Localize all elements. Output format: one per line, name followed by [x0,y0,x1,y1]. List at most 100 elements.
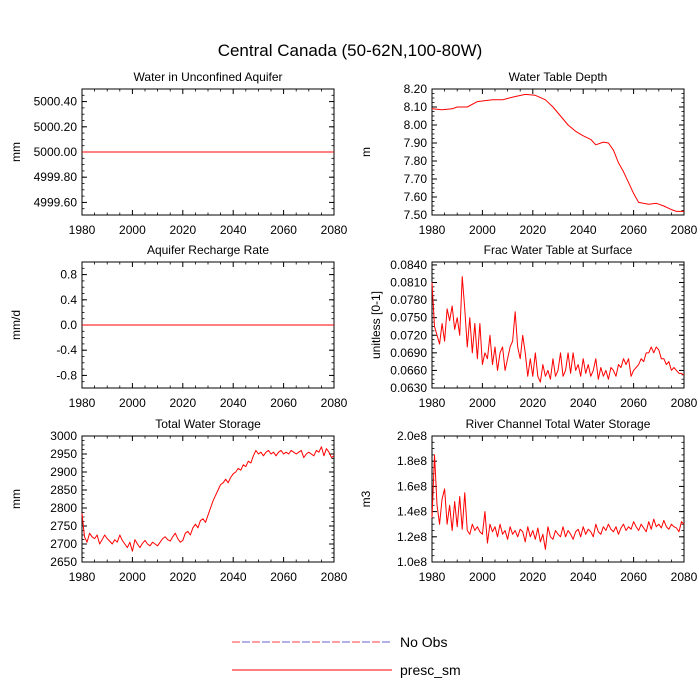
x-tick-label: 1980 [69,396,96,410]
y-tick-label: 7.50 [404,208,428,222]
chart-panel-1: Water in Unconfined Aquifer 1980 2000 2020 2… [9,70,348,237]
y-tick-label: 1.6e8 [397,479,427,493]
y-tick-label: 7.90 [404,136,428,150]
chart-panel-5: Total Water Storage 1980 2000 2020 2040 2060 2… [9,417,348,584]
x-tick-label: 2020 [169,396,196,410]
x-tick-label: 2020 [169,223,196,237]
x-tick-label: 2040 [570,396,597,410]
y-tick-label: 1.0e8 [397,555,427,569]
y-tick-label: 0.0810 [390,276,427,290]
y-tick-label: 4999.60 [34,195,78,209]
x-tick-label: 1980 [69,223,96,237]
figure-title: Central Canada (50-62N,100-80W) [218,41,483,60]
y-tick-label: 8.20 [404,82,428,96]
y-tick-label: 1.2e8 [397,530,427,544]
y-axis-label: m [359,147,373,157]
y-axis-label: unitless [0-1] [369,291,383,359]
y-tick-label: 8.10 [404,100,428,114]
x-tick-label: 2080 [321,396,348,410]
y-tick-label: 5000.40 [34,95,78,109]
x-tick-label: 2060 [620,570,647,584]
y-axis-label: mm [9,142,23,162]
y-tick-label: -0.8 [56,368,77,382]
chart-title: Water in Unconfined Aquifer [134,70,283,84]
y-tick-label: 0.0690 [390,346,427,360]
x-tick-label: 2000 [469,570,496,584]
y-tick-label: 7.60 [404,190,428,204]
y-tick-label: 5000.20 [34,120,78,134]
chart-panel-4: Frac Water Table at Surface 1980 2000 2020 2… [369,243,698,410]
y-tick-label: 0.0 [60,318,77,332]
y-tick-label: 4999.80 [34,170,78,184]
x-tick-label: 2040 [220,223,247,237]
y-tick-label: 2950 [50,447,77,461]
series-line-presc-sm [81,446,335,552]
y-tick-label: -0.4 [56,343,77,357]
x-tick-label: 2080 [321,223,348,237]
x-tick-label: 2020 [519,570,546,584]
legend-label-presc-sm: presc_sm [400,662,461,678]
x-tick-label: 2060 [270,570,297,584]
x-tick-label: 2060 [620,396,647,410]
x-tick-label: 2000 [119,223,146,237]
x-tick-label: 2040 [570,570,597,584]
y-tick-label: 2.0e8 [397,429,427,443]
x-tick-label: 2060 [620,223,647,237]
y-tick-label: 7.70 [404,172,428,186]
chart-panel-6: River Channel Total Water Storage 1980 200… [359,417,698,584]
y-tick-label: 8.00 [404,118,428,132]
series-line-presc-sm [431,276,685,383]
y-tick-label: 3000 [50,429,77,443]
chart-title: Frac Water Table at Surface [484,243,633,257]
y-tick-label: 0.0840 [390,258,427,272]
y-tick-label: 0.0630 [390,381,427,395]
series-line-presc-sm [431,454,685,550]
x-tick-label: 2020 [519,223,546,237]
legend: No Obs presc_sm [232,634,461,678]
y-tick-label: 2900 [50,465,77,479]
chart-title: Total Water Storage [155,417,261,431]
x-tick-label: 2080 [671,223,698,237]
x-tick-label: 2000 [469,223,496,237]
chart-title: River Channel Total Water Storage [466,417,651,431]
y-tick-label: 2650 [50,555,77,569]
x-tick-label: 2040 [220,396,247,410]
y-tick-label: 1.4e8 [397,505,427,519]
y-tick-label: 0.0720 [390,328,427,342]
x-tick-label: 1980 [419,396,446,410]
y-tick-label: 0.0780 [390,293,427,307]
series-line-presc-sm [431,93,684,212]
legend-label-no-obs: No Obs [400,634,447,650]
chart-panel-3: Aquifer Recharge Rate 1980 2000 2020 2040 206… [9,243,348,410]
x-tick-label: 1980 [69,570,96,584]
x-tick-label: 2060 [270,396,297,410]
y-tick-label: 0.8 [60,268,77,282]
x-tick-label: 2000 [119,396,146,410]
x-tick-label: 2020 [169,570,196,584]
x-tick-label: 2040 [220,570,247,584]
x-tick-label: 2060 [270,223,297,237]
y-tick-label: 0.4 [60,293,77,307]
y-tick-label: 0.0660 [390,363,427,377]
x-tick-label: 2000 [469,396,496,410]
x-tick-label: 1980 [419,570,446,584]
x-tick-label: 2080 [321,570,348,584]
y-tick-label: 2800 [50,501,77,515]
x-tick-label: 2080 [671,570,698,584]
y-tick-label: 2750 [50,519,77,533]
y-axis-label: m3 [359,490,373,507]
chart-title: Aquifer Recharge Rate [147,243,269,257]
x-tick-label: 2000 [119,570,146,584]
y-tick-label: 0.0750 [390,311,427,325]
x-tick-label: 1980 [419,223,446,237]
x-tick-label: 2040 [570,223,597,237]
y-axis-label: mm [9,489,23,509]
y-tick-label: 2850 [50,483,77,497]
x-tick-label: 2080 [671,396,698,410]
y-tick-label: 5000.00 [34,145,78,159]
chart-title: Water Table Depth [509,70,608,84]
chart-panel-2: Water Table Depth 1980 2000 2020 2040 2060 208… [359,70,698,237]
x-tick-label: 2020 [519,396,546,410]
